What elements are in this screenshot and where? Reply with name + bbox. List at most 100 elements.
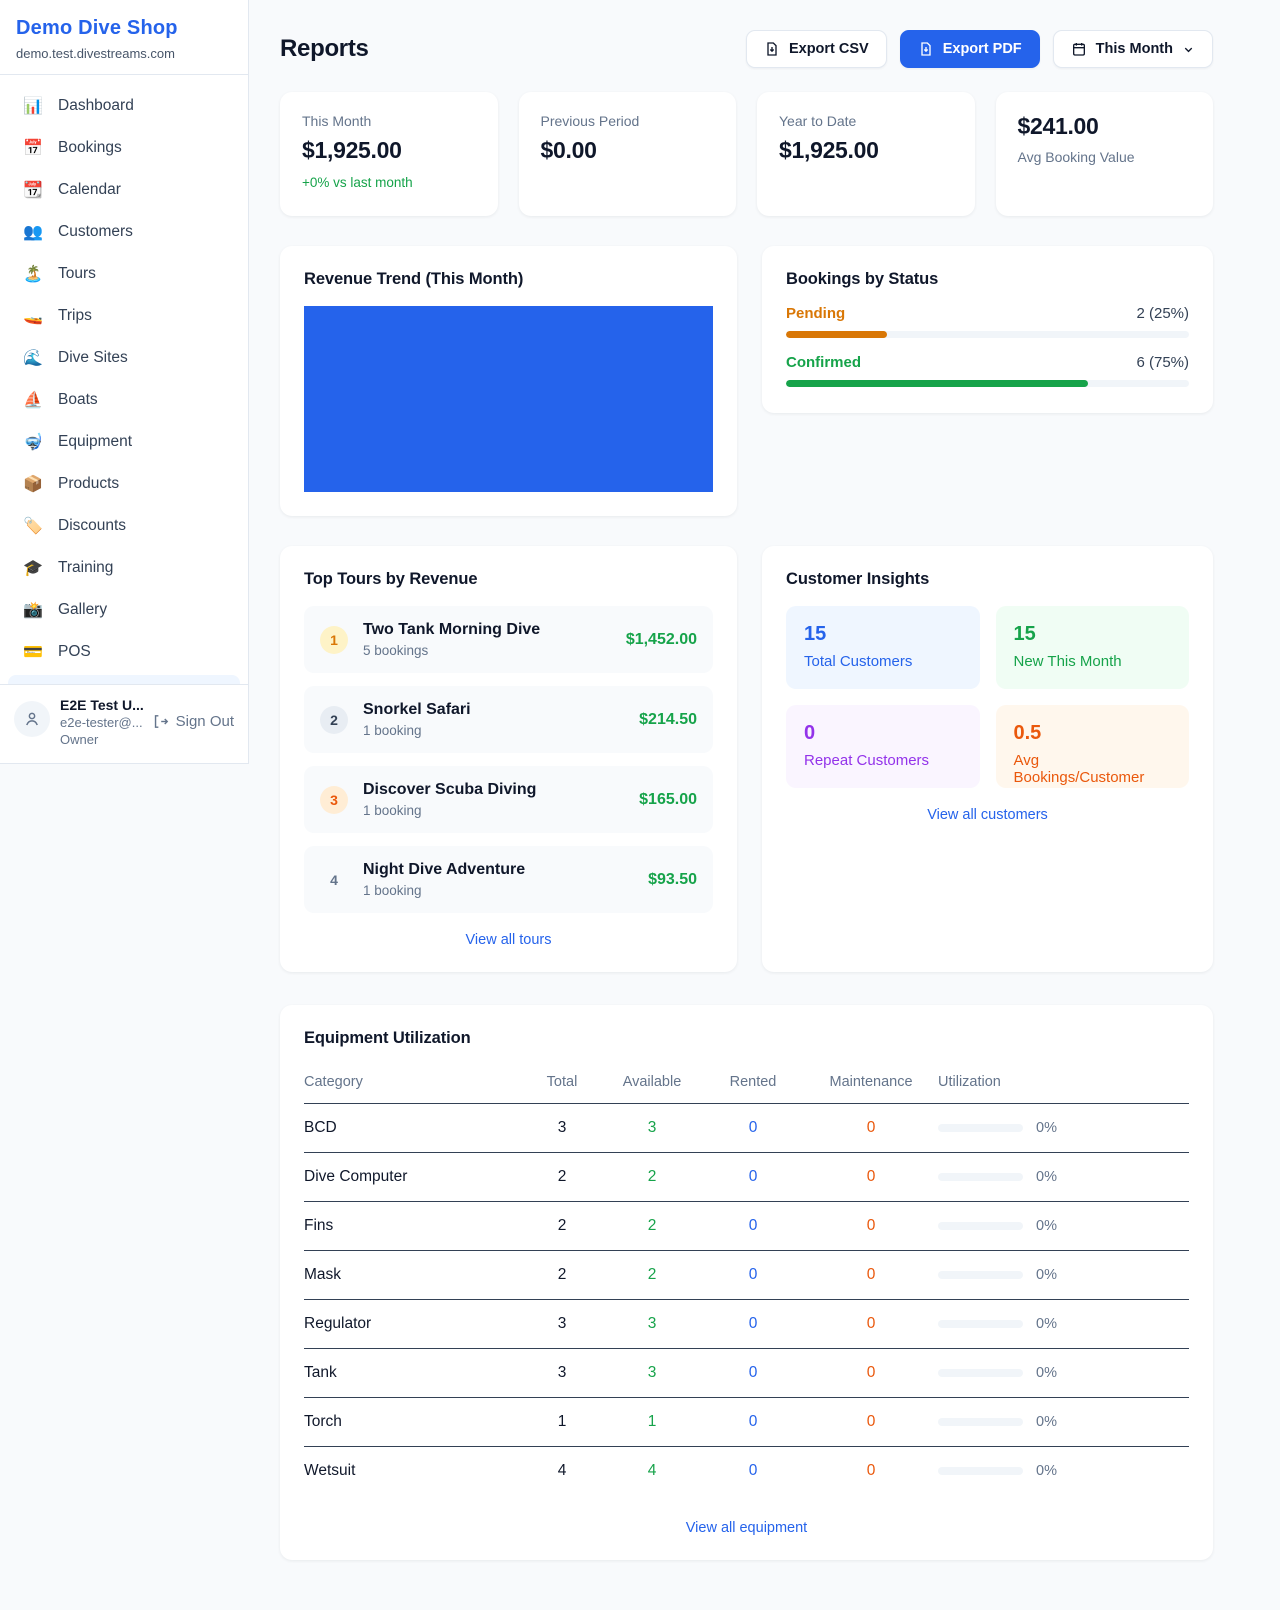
tour-name: Two Tank Morning Dive xyxy=(363,621,541,638)
equipment-table: Category Total Available Rented Maintenance U… xyxy=(304,1064,1189,1495)
tour-amount: $93.50 xyxy=(648,870,697,888)
export-pdf-button[interactable]: Export PDF xyxy=(899,30,1040,68)
stat-cards-row: This Month $1,925.00 +0% vs last month P… xyxy=(280,92,1213,216)
tour-amount: $1,452.00 xyxy=(625,630,697,648)
people-icon: 👥 xyxy=(23,224,43,241)
tour-amount: $214.50 xyxy=(639,710,697,728)
stat-delta: +0% vs last month xyxy=(302,175,413,190)
sidebar-item-trips[interactable]: 🚤 Trips xyxy=(23,307,92,325)
export-csv-label: Export CSV xyxy=(788,41,869,57)
cell-total: 2 xyxy=(522,1201,602,1251)
sidebar-item-training[interactable]: 🎓 Training xyxy=(23,559,114,577)
cell-total: 2 xyxy=(522,1250,602,1300)
export-csv-button[interactable]: Export CSV xyxy=(745,30,887,68)
export-pdf-label: Export PDF xyxy=(942,41,1022,57)
equipment-utilization-card: Equipment Utilization Category Total Avail… xyxy=(280,1005,1213,1560)
status-bar-fill xyxy=(786,331,887,338)
cell-available: 1 xyxy=(602,1397,702,1447)
cell-rented: 0 xyxy=(702,1299,804,1349)
person-icon xyxy=(26,712,38,726)
cell-utilization: 0% xyxy=(938,1250,1189,1300)
column-header-rented: Rented xyxy=(702,1064,804,1104)
sign-out-label: Sign Out xyxy=(175,713,234,730)
revenue-trend-title: Revenue Trend (This Month) xyxy=(304,270,524,288)
cell-maintenance: 0 xyxy=(804,1299,938,1349)
tear-off-calendar-icon: 📆 xyxy=(23,182,43,199)
status-bar-track xyxy=(786,331,1189,338)
cell-utilization: 0% xyxy=(938,1447,1189,1496)
sidebar-item-discounts[interactable]: 🏷️ Discounts xyxy=(23,517,127,535)
cell-maintenance: 0 xyxy=(804,1348,938,1398)
file-download-icon xyxy=(921,42,931,56)
camera-icon: 📸 xyxy=(23,602,43,619)
table-row: Regulator 3 3 0 0 0% xyxy=(304,1299,1189,1349)
sailboat-icon: ⛵ xyxy=(23,392,43,409)
sidebar-item-customers[interactable]: 👥 Customers xyxy=(23,223,133,241)
cell-utilization: 0% xyxy=(938,1299,1189,1349)
utilization-bar-track xyxy=(938,1418,1023,1426)
utilization-percent: 0% xyxy=(1036,1169,1057,1185)
utilization-percent: 0% xyxy=(1036,1120,1057,1136)
customer-insights-card: Customer Insights 15 Total Customers 15 … xyxy=(762,546,1213,972)
table-row: Dive Computer 2 2 0 0 0% xyxy=(304,1152,1189,1202)
stat-value: $1,925.00 xyxy=(302,137,402,163)
stat-card: Year to Date $1,925.00 xyxy=(757,92,975,216)
cell-available: 2 xyxy=(602,1152,702,1202)
cell-rented: 0 xyxy=(702,1103,804,1153)
table-row: Mask 2 2 0 0 0% xyxy=(304,1250,1189,1300)
view-all-equipment-link[interactable]: View all equipment xyxy=(685,1520,808,1536)
sidebar-item-gallery[interactable]: 📸 Gallery xyxy=(23,601,108,619)
stat-label: Avg Booking Value xyxy=(1017,149,1135,165)
diving-mask-icon: 🤿 xyxy=(23,434,43,451)
equipment-utilization-title: Equipment Utilization xyxy=(304,1029,471,1047)
cell-rented: 0 xyxy=(702,1348,804,1398)
column-header-total: Total xyxy=(522,1064,602,1104)
sidebar: Demo Dive Shop demo.test.divestreams.com… xyxy=(0,0,249,764)
cell-rented: 0 xyxy=(702,1152,804,1202)
stat-label: Previous Period xyxy=(540,113,640,129)
stat-label: Year to Date xyxy=(779,113,857,129)
cell-total: 2 xyxy=(522,1152,602,1202)
cell-available: 4 xyxy=(647,1462,657,1479)
sidebar-item-bookings[interactable]: 📅 Bookings xyxy=(23,139,122,157)
user-name: E2E Test U... xyxy=(60,697,144,713)
status-count: 2 (25%) xyxy=(1136,305,1189,322)
cell-rented: 0 xyxy=(702,1201,804,1251)
tour-name: Night Dive Adventure xyxy=(363,861,526,878)
sidebar-item-products[interactable]: 📦 Products xyxy=(23,475,120,493)
sidebar-item-pos[interactable]: 💳 POS xyxy=(23,643,91,661)
sidebar-item-dive-sites[interactable]: 🌊 Dive Sites xyxy=(23,349,128,367)
cell-maintenance: 0 xyxy=(804,1397,938,1447)
stat-card: This Month $1,925.00 +0% vs last month xyxy=(280,92,498,216)
package-icon: 📦 xyxy=(23,476,43,493)
period-dropdown[interactable]: This Month xyxy=(1052,30,1213,68)
column-header-category: Category xyxy=(304,1064,522,1104)
view-all-customers-link[interactable]: View all customers xyxy=(927,807,1048,823)
sidebar-item-boats[interactable]: ⛵ Boats xyxy=(23,391,98,409)
column-header-available: Available xyxy=(602,1064,702,1104)
tour-row: 3 Discover Scuba Diving 1 booking $165.0… xyxy=(304,766,713,833)
status-bar-fill xyxy=(786,380,1089,387)
insight-tile: 15 Total Customers xyxy=(786,606,980,689)
cell-utilization: 0% xyxy=(938,1397,1189,1447)
sidebar-item-calendar[interactable]: 📆 Calendar xyxy=(23,181,121,199)
cell-maintenance: 0 xyxy=(866,1462,876,1479)
table-row: Torch 1 1 0 0 0% xyxy=(304,1397,1189,1447)
cell-total: 3 xyxy=(522,1299,602,1349)
utilization-bar-track xyxy=(938,1124,1023,1132)
sidebar-item-tours[interactable]: 🏝️ Tours xyxy=(23,265,96,283)
stat-card: Previous Period $0.00 xyxy=(518,92,736,216)
cell-category: Tank xyxy=(304,1348,522,1398)
tour-rows: 1 Two Tank Morning Dive 5 bookings $1,45… xyxy=(304,606,713,913)
status-rows: Pending 2 (25%) Confirmed 6 (75%) xyxy=(786,305,1189,387)
tour-row: 4 Night Dive Adventure 1 booking $93.50 xyxy=(304,846,713,913)
sign-out-button[interactable]: Sign Out xyxy=(152,713,234,730)
utilization-bar-track xyxy=(938,1173,1023,1181)
sidebar-item-dashboard[interactable]: 📊 Dashboard xyxy=(23,97,134,115)
tour-name: Discover Scuba Diving xyxy=(363,781,537,798)
sidebar-item-active-partial[interactable] xyxy=(8,675,240,684)
view-all-tours-link[interactable]: View all tours xyxy=(465,932,552,948)
rank-badge: 2 xyxy=(320,705,348,734)
cell-category: Dive Computer xyxy=(304,1152,522,1202)
sidebar-item-equipment[interactable]: 🤿 Equipment xyxy=(23,433,133,451)
